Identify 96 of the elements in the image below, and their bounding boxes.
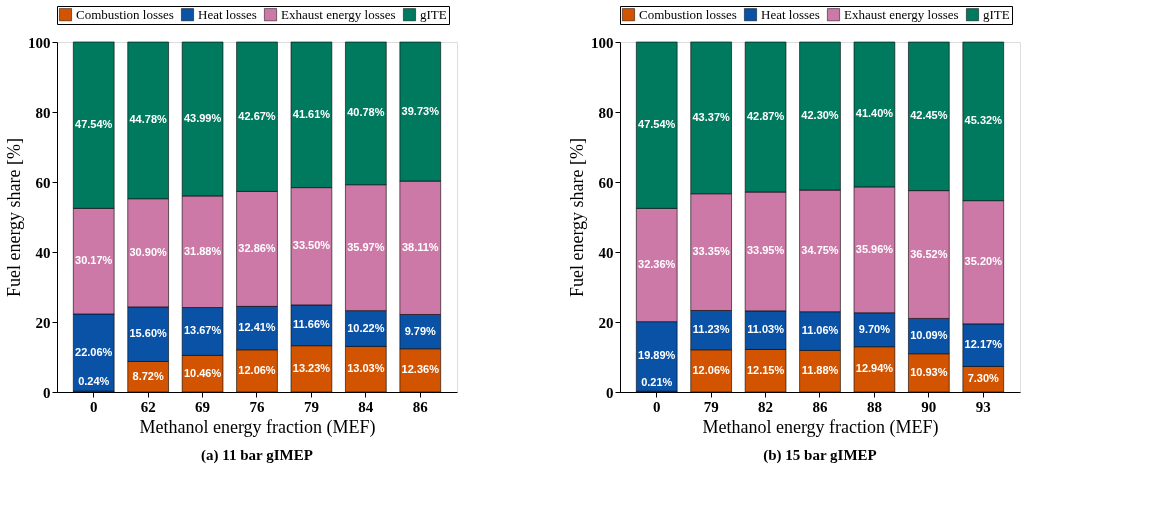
x-tick-label: 0 bbox=[89, 398, 98, 415]
data-label: 33.95% bbox=[746, 244, 785, 257]
data-label: 11.88% bbox=[801, 364, 839, 377]
data-label: 47.54% bbox=[75, 118, 113, 131]
data-label: 35.97% bbox=[347, 240, 385, 253]
data-label: 11.66% bbox=[293, 318, 330, 331]
data-label: 40.78% bbox=[347, 106, 385, 119]
y-tick-label: 80 bbox=[35, 104, 51, 121]
data-label: 15.60% bbox=[129, 327, 168, 340]
data-label: 32.86% bbox=[238, 241, 276, 254]
legend-label: Heat losses bbox=[198, 6, 257, 22]
x-tick-label: 82 bbox=[758, 398, 774, 415]
legend-label: gITE bbox=[983, 6, 1010, 22]
data-label: 13.67% bbox=[183, 324, 222, 337]
x-tick-label: 79 bbox=[703, 398, 719, 415]
text: (b) 15 bar gIMEP bbox=[763, 447, 877, 464]
y-tick-label: 60 bbox=[35, 174, 51, 191]
data-label: 38.11% bbox=[401, 240, 439, 253]
data-label: 41.61% bbox=[292, 107, 331, 120]
x-axis-title: Methanol energy fraction (MEF) bbox=[139, 416, 376, 438]
y-axis-title: Fuel energy share [%] bbox=[567, 137, 587, 298]
data-label: 11.23% bbox=[692, 323, 730, 336]
x-tick-label: 69 bbox=[195, 398, 211, 415]
data-label: 11.06% bbox=[801, 324, 839, 337]
y-tick-label: 100 bbox=[28, 34, 51, 51]
y-tick-label: 20 bbox=[35, 314, 51, 331]
data-label: 8.72% bbox=[132, 369, 164, 382]
data-label: 31.88% bbox=[183, 244, 222, 257]
y-tick-label: 20 bbox=[598, 314, 614, 331]
data-label: 19.89% bbox=[638, 349, 676, 362]
data-label: 30.90% bbox=[129, 245, 168, 258]
x-tick-label: 86 bbox=[412, 398, 429, 415]
data-label: 22.06% bbox=[75, 345, 113, 358]
data-label: 42.67% bbox=[238, 109, 276, 122]
data-label: 12.15% bbox=[746, 363, 785, 376]
data-label: 43.37% bbox=[692, 110, 731, 123]
data-label: 13.03% bbox=[347, 362, 385, 375]
data-label: 36.52% bbox=[910, 247, 948, 260]
data-label: 12.06% bbox=[238, 363, 276, 376]
text: (a) 11 bar gIMEP bbox=[201, 447, 313, 464]
data-label: 0.24% bbox=[78, 375, 110, 388]
legend-label: Combustion losses bbox=[76, 6, 174, 22]
x-tick-label: 93 bbox=[975, 398, 991, 415]
y-tick-label: 100 bbox=[591, 34, 614, 51]
data-label: 9.79% bbox=[404, 324, 437, 337]
x-tick-label: 76 bbox=[249, 398, 265, 415]
data-label: 12.06% bbox=[692, 363, 731, 376]
x-axis-title: Methanol energy fraction (MEF) bbox=[702, 416, 939, 438]
data-label: 9.70% bbox=[858, 322, 891, 335]
data-label: 33.35% bbox=[692, 245, 731, 258]
legend-label: Exhaust energy losses bbox=[844, 6, 959, 22]
data-label: 12.36% bbox=[401, 363, 440, 376]
legend-label: Heat losses bbox=[761, 6, 820, 22]
data-label: 12.17% bbox=[964, 338, 1003, 351]
y-tick-label: 40 bbox=[35, 244, 51, 261]
data-label: 42.45% bbox=[910, 109, 948, 122]
data-label: 43.99% bbox=[183, 111, 222, 124]
x-tick-label: 84 bbox=[358, 398, 374, 415]
data-label: 11.03% bbox=[747, 323, 785, 336]
data-label: 12.94% bbox=[855, 362, 894, 375]
data-label: 39.73% bbox=[401, 104, 440, 117]
x-tick-label: 86 bbox=[812, 398, 828, 415]
data-label: 7.30% bbox=[967, 372, 1000, 385]
legend-label: Combustion losses bbox=[639, 6, 737, 22]
data-label: 42.87% bbox=[746, 110, 785, 123]
x-tick-label: 0 bbox=[652, 398, 661, 415]
data-label: 0.21% bbox=[641, 375, 673, 388]
x-tick-label: 79 bbox=[303, 398, 319, 415]
data-label: 35.20% bbox=[964, 255, 1003, 268]
x-tick-label: 88 bbox=[866, 398, 882, 415]
data-label: 47.54% bbox=[638, 118, 676, 131]
y-tick-label: 40 bbox=[598, 244, 614, 261]
y-tick-label: 0 bbox=[606, 384, 614, 401]
data-label: 42.30% bbox=[801, 109, 839, 122]
data-label: 44.78% bbox=[129, 113, 168, 126]
data-label: 10.22% bbox=[347, 321, 385, 334]
x-tick-label: 62 bbox=[140, 398, 156, 415]
data-label: 13.23% bbox=[292, 361, 331, 374]
y-axis-title: Fuel energy share [%] bbox=[4, 137, 24, 298]
data-label: 45.32% bbox=[964, 114, 1003, 127]
y-tick-label: 0 bbox=[43, 384, 51, 401]
data-label: 41.40% bbox=[855, 107, 894, 120]
data-label: 10.46% bbox=[183, 366, 222, 379]
data-label: 12.41% bbox=[238, 321, 276, 334]
y-tick-label: 80 bbox=[598, 104, 614, 121]
data-label: 32.36% bbox=[638, 258, 676, 271]
data-label: 33.50% bbox=[292, 239, 331, 252]
data-label: 10.09% bbox=[910, 329, 948, 342]
x-tick-label: 90 bbox=[921, 398, 937, 415]
data-label: 34.75% bbox=[801, 243, 839, 256]
y-tick-label: 60 bbox=[598, 174, 614, 191]
data-label: 30.17% bbox=[75, 254, 113, 267]
legend-label: gITE bbox=[420, 6, 447, 22]
data-label: 35.96% bbox=[855, 242, 894, 255]
legend-label: Exhaust energy losses bbox=[281, 6, 396, 22]
data-label: 10.93% bbox=[910, 365, 948, 378]
